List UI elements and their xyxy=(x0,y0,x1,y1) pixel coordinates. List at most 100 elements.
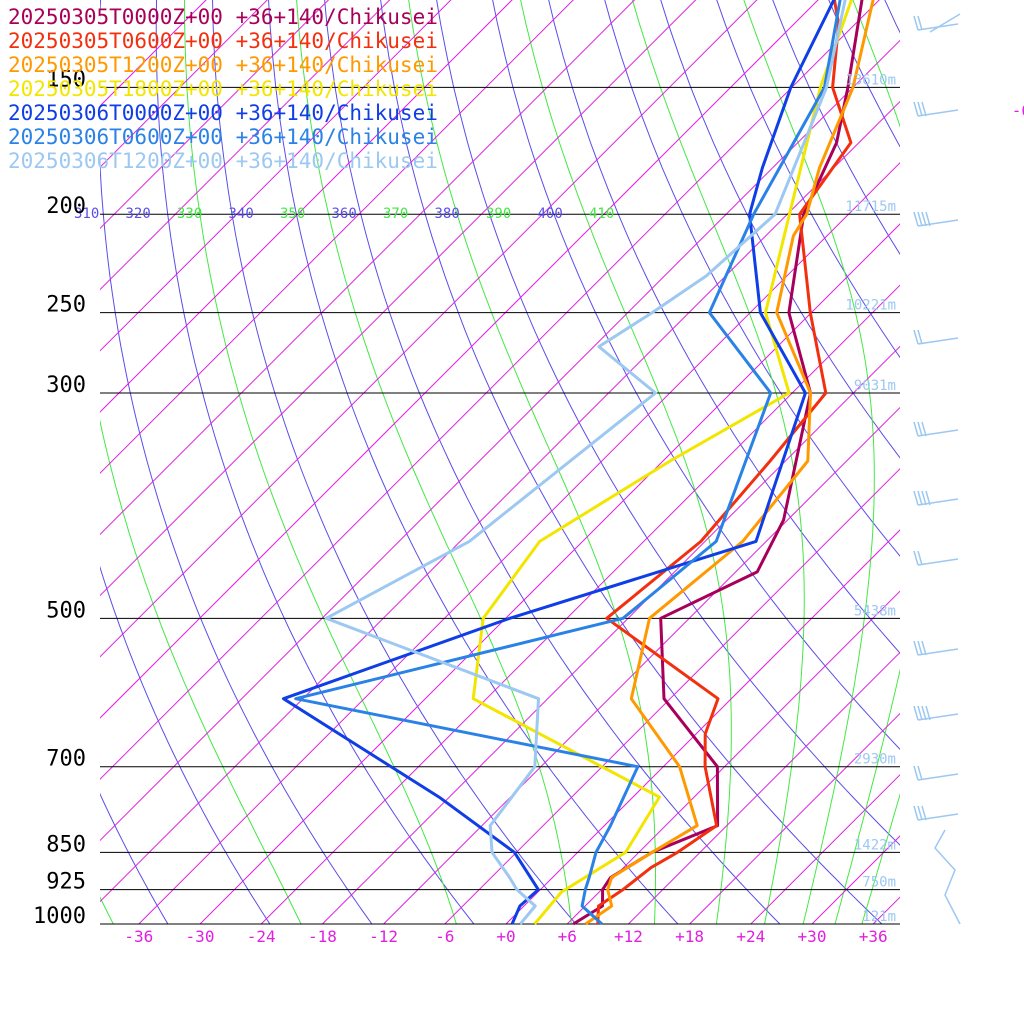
moist-adiabat-line xyxy=(520,0,732,924)
x-tick-label: +24 xyxy=(736,927,765,946)
dry-adiabat-line xyxy=(772,0,900,256)
wind-barb-staff xyxy=(917,648,959,656)
legend-entry: 20250305T0600Z+00 +36+140/Chikusei xyxy=(8,29,438,53)
theta-label: 390 xyxy=(486,206,511,222)
legend-entry: 20250305T1800Z+00 +36+140/Chikusei xyxy=(8,77,438,101)
sounding-line xyxy=(584,0,875,926)
wind-barb-flag xyxy=(921,640,927,656)
wind-barb xyxy=(913,421,959,437)
legend-entry: 20250305T0000Z+00 +36+140/Chikusei xyxy=(8,5,438,29)
height-label: 750m xyxy=(862,875,896,891)
upper-isotherm-labels: -66-60-54-48 xyxy=(1012,101,1024,120)
wind-barb-flag xyxy=(917,765,923,781)
wind-barb-flag xyxy=(913,15,919,31)
isotherm-line xyxy=(322,345,900,924)
wind-barb-flag xyxy=(913,101,919,117)
sounding-line xyxy=(596,0,853,925)
dry-adiabat-line xyxy=(816,0,1024,945)
dry-adiabat-line xyxy=(660,0,900,459)
pressure-label: 850 xyxy=(46,832,86,857)
wind-barb-flag xyxy=(921,805,927,821)
pressure-label: 1000 xyxy=(33,904,86,929)
wind-barb-staff xyxy=(917,109,959,117)
height-label: 10221m xyxy=(845,298,896,314)
isotherm-line xyxy=(100,100,900,903)
wind-barb-flag xyxy=(913,805,919,821)
isotherm-line xyxy=(100,0,819,719)
dry-adiabat-line xyxy=(492,0,900,751)
wind-barb-flag xyxy=(913,329,919,345)
wind-barb-flag xyxy=(925,490,931,506)
isotherm-line xyxy=(811,835,900,924)
theta-label: 400 xyxy=(538,206,563,222)
theta-label: 380 xyxy=(435,206,460,222)
wind-barb xyxy=(913,640,959,656)
isotherm-line xyxy=(100,0,574,474)
theta-label: 370 xyxy=(383,206,408,222)
wind-barb xyxy=(913,765,959,781)
height-label: 121m xyxy=(862,909,896,925)
moist-adiabat-line xyxy=(184,0,457,924)
wind-barb-flag xyxy=(913,211,919,227)
pressure-label: 250 xyxy=(46,293,86,318)
dry-adiabat-line xyxy=(436,0,900,846)
x-tick-label: +12 xyxy=(614,927,643,946)
isotherm-line xyxy=(383,406,900,924)
theta-label: 310 xyxy=(74,206,99,222)
theta-label: 340 xyxy=(229,206,254,222)
theta-label: 350 xyxy=(280,206,305,222)
theta-label: 330 xyxy=(177,206,202,222)
sounding-line xyxy=(282,0,836,925)
pressure-label: 150 xyxy=(46,67,86,92)
dry-adiabat-line xyxy=(903,0,1024,945)
height-labels: 16208m13610m11715m10221m9031m5438m2930m1… xyxy=(845,72,896,925)
wind-barb-flag xyxy=(921,101,927,117)
isotherm-line xyxy=(199,223,900,924)
pressure-label: 700 xyxy=(46,747,86,772)
isotherm-line xyxy=(100,0,697,597)
dry-adiabat-line xyxy=(716,0,900,359)
sounding-series xyxy=(282,0,875,926)
wind-barb-staff xyxy=(934,829,961,925)
dry-adiabat-line xyxy=(100,792,169,924)
wind-barb-flag xyxy=(921,490,927,506)
isotherm-line xyxy=(750,774,900,924)
wind-barb-flag xyxy=(917,490,923,506)
legend: 20250305T0000Z+00 +36+140/Chikusei202503… xyxy=(8,5,438,173)
wind-barb-flag xyxy=(917,329,923,345)
wind-barb-flag xyxy=(921,705,927,721)
moist-adiabats xyxy=(100,0,900,924)
isotherm-label: -66 xyxy=(1012,101,1024,120)
dry-adiabat-line xyxy=(860,0,1024,945)
wind-barb xyxy=(913,805,959,821)
dry-adiabat-line xyxy=(548,0,900,654)
isotherm-line xyxy=(628,651,900,924)
sounding-line xyxy=(294,0,842,926)
sounding-line xyxy=(471,0,854,925)
dry-adiabat-line xyxy=(100,565,271,924)
wind-barb xyxy=(913,705,959,721)
x-tick-label: -24 xyxy=(247,927,276,946)
wind-barb-flag xyxy=(921,211,927,227)
pressure-label: 500 xyxy=(46,598,86,623)
dry-adiabat-line xyxy=(380,0,883,924)
x-tick-label: -18 xyxy=(308,927,337,946)
height-label: 11715m xyxy=(845,199,896,215)
dry-adiabat-line xyxy=(946,0,1024,945)
dry-adiabat-line xyxy=(990,0,1024,945)
pressure-label: 200 xyxy=(46,194,86,219)
moist-adiabat-line xyxy=(100,419,302,924)
dry-adiabat-line xyxy=(604,0,900,557)
legend-entry: 20250306T0000Z+00 +36+140/Chikusei xyxy=(8,101,438,125)
theta-label: 410 xyxy=(589,206,614,222)
x-tick-label: -30 xyxy=(186,927,215,946)
wind-barb-flag xyxy=(925,705,931,721)
dry-adiabat-line xyxy=(155,0,475,924)
isotherm-line xyxy=(566,590,900,924)
legend-entry: 20250305T1200Z+00 +36+140/Chikusei xyxy=(8,53,438,77)
wind-barb xyxy=(913,490,959,506)
isotherm-line xyxy=(100,0,513,413)
wind-barbs xyxy=(913,13,961,925)
theta-label: 360 xyxy=(332,206,357,222)
x-tick-label: -6 xyxy=(435,927,454,946)
